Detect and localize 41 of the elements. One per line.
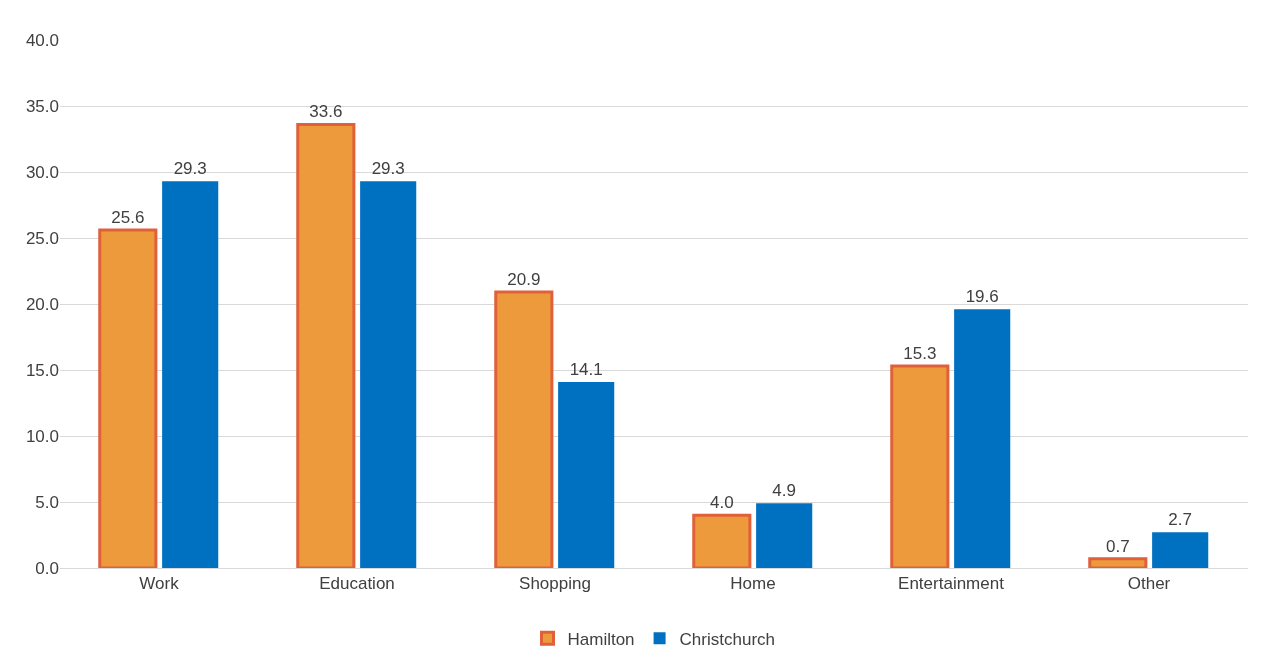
bar	[162, 181, 219, 568]
bar	[296, 122, 356, 568]
bar	[98, 228, 158, 568]
x-tick-label: Work	[139, 574, 180, 594]
y-tick-label: 25.0	[25, 228, 59, 248]
x-tick-label: Home	[730, 574, 776, 594]
data-label: 19.6	[965, 287, 999, 307]
bar	[756, 503, 813, 568]
x-tick-label: Education	[319, 574, 395, 594]
x-tick-label: Other	[1127, 574, 1171, 594]
x-tick-label: Shopping	[519, 574, 591, 594]
data-label: 2.7	[1168, 510, 1193, 530]
y-tick-label: 15.0	[25, 360, 59, 380]
data-label: 4.9	[772, 481, 797, 501]
legend-label: Hamilton	[567, 629, 635, 649]
data-label: 25.6	[111, 208, 145, 228]
data-label: 33.6	[309, 102, 343, 122]
y-tick-label: 10.0	[25, 426, 59, 446]
data-label: 4.0	[709, 493, 734, 513]
y-tick-label: 40.0	[25, 30, 59, 50]
data-label: 29.3	[173, 159, 207, 179]
bar	[360, 181, 417, 568]
y-tick-label: 35.0	[25, 96, 59, 116]
bar	[1088, 557, 1148, 568]
data-label: 29.3	[371, 159, 405, 179]
bar	[692, 513, 752, 568]
data-label: 15.3	[903, 344, 937, 364]
bar	[954, 309, 1011, 568]
x-tick-label: Entertainment	[898, 574, 1005, 594]
bar	[558, 381, 615, 568]
bar	[890, 364, 950, 568]
y-tick-label: 20.0	[25, 294, 59, 314]
legend-label: Christchurch	[679, 629, 776, 649]
bar	[494, 290, 554, 568]
y-tick-label: 30.0	[25, 162, 59, 182]
y-tick-label: 5.0	[35, 492, 59, 512]
data-label: 20.9	[507, 270, 541, 290]
bar	[1152, 532, 1209, 568]
data-label: 14.1	[569, 359, 603, 379]
data-label: 0.7	[1105, 536, 1130, 556]
y-tick-label: 0.0	[35, 558, 59, 578]
